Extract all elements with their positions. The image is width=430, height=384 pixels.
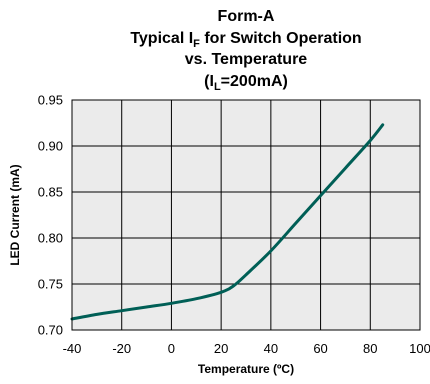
chart-title-line-2-sub: F (193, 38, 200, 50)
x-tick-label: 40 (264, 341, 278, 356)
chart-title-line-4-pre: (I (204, 73, 214, 90)
x-axis-label: Temperature (ºC) (198, 362, 294, 376)
y-tick-label: 0.95 (38, 93, 63, 108)
y-tick-label: 0.80 (38, 231, 63, 246)
chart-title-line-4-sub: L (214, 81, 221, 93)
series-line (70, 123, 385, 321)
y-tick-label: 0.90 (38, 139, 63, 154)
chart-title-line-2: Typical IF for Switch Operation (130, 30, 361, 50)
x-tick-label: 60 (313, 341, 327, 356)
chart-title-line-4-post: =200mA) (221, 73, 288, 90)
chart-title-line-1: Form-A (218, 8, 275, 25)
y-tick-label: 0.75 (38, 277, 63, 292)
plot-area (72, 100, 420, 330)
plot-frame (71, 99, 421, 331)
y-tick-label: 0.70 (38, 323, 63, 338)
x-tick-label: 20 (214, 341, 228, 356)
x-tick-label: 100 (409, 341, 430, 356)
chart-title-line-4: (IL=200mA) (204, 73, 288, 93)
x-tick-label: -20 (112, 341, 131, 356)
x-tick-label: -40 (63, 341, 82, 356)
chart-title-line-3: vs. Temperature (185, 51, 308, 68)
x-tick-labels: -40 -20 0 20 40 60 80 100 (63, 341, 430, 356)
chart-title-line-2-post: for Switch Operation (200, 30, 362, 47)
x-tick-label: 0 (168, 341, 175, 356)
y-tick-labels: 0.70 0.75 0.80 0.85 0.90 0.95 (38, 93, 63, 338)
x-tick-label: 80 (363, 341, 377, 356)
y-axis-label: LED Current (mA) (8, 164, 22, 265)
y-tick-label: 0.85 (38, 185, 63, 200)
chart-title-line-2-pre: Typical I (130, 30, 193, 47)
